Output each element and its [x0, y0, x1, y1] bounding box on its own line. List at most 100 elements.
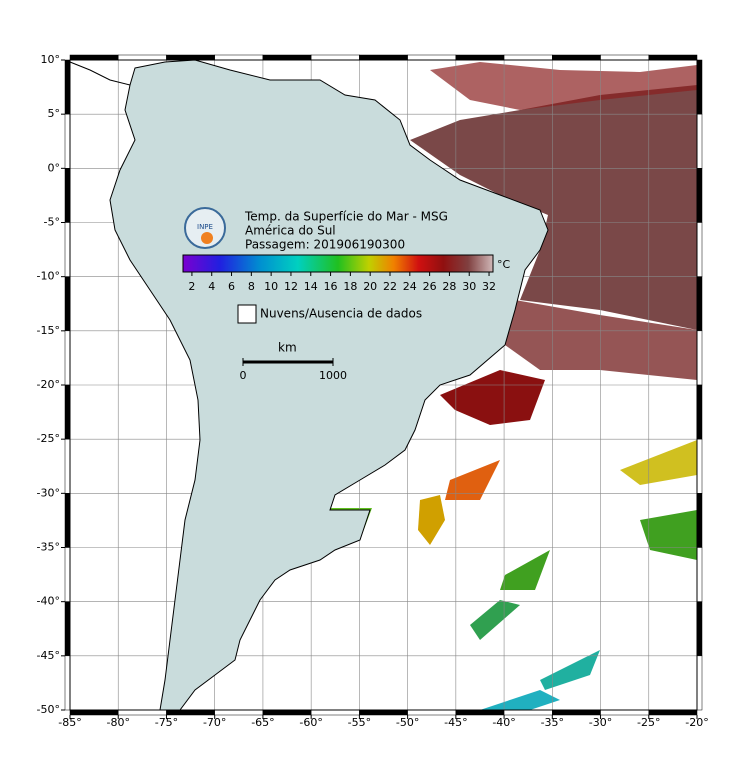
frame-segment	[696, 438, 703, 494]
frame-segment	[503, 709, 553, 716]
lat-tick-label: -35°	[37, 541, 60, 554]
colorbar-tick-label: 12	[284, 280, 298, 293]
lat-tick-label: 5°	[48, 107, 61, 120]
frame-segment	[648, 709, 698, 716]
lat-tick-label: -50°	[37, 703, 60, 716]
frame-segment	[696, 655, 703, 711]
frame-segment	[64, 384, 71, 440]
frame-segment	[166, 54, 215, 61]
frame-segment	[503, 54, 553, 61]
frame-segment	[696, 601, 703, 657]
frame-segment	[696, 493, 703, 548]
colorbar-tick-label: 26	[423, 280, 437, 293]
frame-segment	[214, 709, 264, 716]
frame-segment	[64, 59, 71, 115]
colorbar-tick-label: 28	[442, 280, 456, 293]
lat-tick-label: -40°	[37, 595, 60, 608]
colorbar-tick-label: 4	[208, 280, 215, 293]
lon-tick-label: -35°	[541, 716, 564, 729]
frame	[69, 59, 698, 711]
frame-segment	[359, 709, 408, 716]
colorbar-tick-label: 6	[228, 280, 235, 293]
frame-segment	[359, 54, 408, 61]
lat-tick-label: 10°	[41, 53, 61, 66]
colorbar-tick-label: 18	[343, 280, 357, 293]
sst-patch	[430, 62, 697, 110]
frame-segment	[64, 655, 71, 711]
frame-segment	[600, 54, 650, 61]
sst-patch	[500, 550, 550, 590]
lon-tick-label: -45°	[444, 716, 467, 729]
frame-segment	[69, 54, 119, 61]
title-line: América do Sul	[245, 224, 336, 238]
sst-patch	[410, 85, 697, 330]
frame-segment	[455, 54, 505, 61]
legend-swatch	[237, 304, 257, 324]
frame-segment	[262, 54, 312, 61]
lon-tick-label: -60°	[299, 716, 322, 729]
frame-segment	[64, 330, 71, 386]
frame-segment	[64, 222, 71, 277]
lon-tick-label: -25°	[637, 716, 660, 729]
lon-tick-label: -50°	[396, 716, 419, 729]
frame-segment	[64, 601, 71, 657]
sst-patch	[440, 370, 545, 425]
lat-tick-label: -30°	[37, 486, 60, 499]
scale-unit: km	[278, 341, 297, 355]
frame-segment	[696, 330, 703, 386]
colorbar	[182, 254, 494, 273]
scale-label: 1000	[319, 369, 347, 382]
frame-segment	[696, 59, 703, 115]
legend-text: Nuvens/Ausencia de dados	[260, 307, 422, 321]
sst-patch	[540, 650, 600, 690]
lon-tick-label: -65°	[251, 716, 274, 729]
sst-patch	[445, 460, 500, 500]
lat-tick-label: -20°	[37, 378, 60, 391]
lon-tick-label: -40°	[492, 716, 515, 729]
logo-circle	[184, 207, 226, 249]
lon-tick-label: -85°	[58, 716, 81, 729]
frame-segment	[310, 54, 360, 61]
logo-text: INPE	[197, 223, 213, 231]
frame-segment	[262, 709, 312, 716]
logo: INPE	[184, 207, 226, 249]
frame-segment	[455, 709, 505, 716]
lon-tick-label: -70°	[203, 716, 226, 729]
logo-sun	[201, 232, 213, 244]
frame-segment	[214, 54, 264, 61]
colorbar-tick-label: 22	[383, 280, 397, 293]
frame-segment	[696, 547, 703, 602]
frame-segment	[552, 709, 601, 716]
frame-segment	[64, 438, 71, 494]
frame-segment	[64, 168, 71, 223]
frame-segment	[117, 709, 167, 716]
central-america	[69, 61, 131, 86]
sst-patches	[328, 62, 697, 710]
colorbar-unit: °C	[497, 258, 511, 271]
lat-tick-label: -5°	[44, 216, 60, 229]
frame-segment	[407, 54, 457, 61]
sst-patch	[480, 690, 560, 710]
lon-tick-label: -20°	[685, 716, 708, 729]
title-line: Temp. da Superfície do Mar - MSG	[244, 210, 448, 224]
title-line: Passagem: 201906190300	[245, 238, 405, 252]
frame-segment	[64, 113, 71, 169]
frame-segment	[166, 709, 215, 716]
frame-segment	[696, 276, 703, 332]
lat-tick-label: -45°	[37, 649, 60, 662]
lon-tick-label: -30°	[589, 716, 612, 729]
frame-segment	[648, 54, 698, 61]
frame-segment	[696, 384, 703, 440]
colorbar-tick-label: 24	[403, 280, 417, 293]
frame-segment	[64, 493, 71, 548]
colorbar-tick-label: 32	[482, 280, 496, 293]
frame-segment	[696, 222, 703, 277]
frame-segment	[696, 168, 703, 223]
sst-patch	[470, 600, 520, 640]
colorbar-tick-label: 16	[324, 280, 338, 293]
frame-segment	[600, 709, 650, 716]
colorbar-tick-label: 8	[248, 280, 255, 293]
colorbar-tick-label: 14	[304, 280, 318, 293]
